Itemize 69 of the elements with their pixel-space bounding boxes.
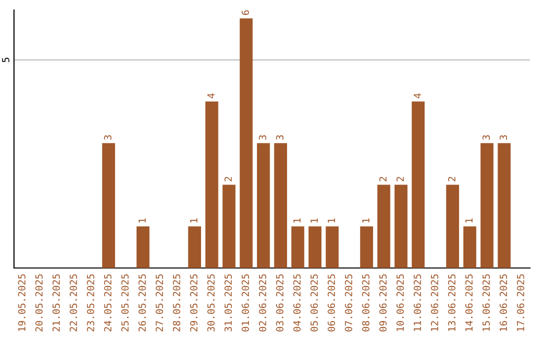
- bar: [205, 102, 218, 268]
- bar: [498, 143, 511, 268]
- bar: [308, 226, 322, 268]
- bar: [274, 143, 288, 268]
- data-label: 1: [310, 218, 318, 222]
- x-tick-label: 24.05.2025: [104, 274, 112, 332]
- x-tick-label: 20.05.2025: [35, 274, 43, 332]
- bar: [394, 184, 408, 268]
- bar: [326, 226, 339, 268]
- x-tick-label: 26.05.2025: [138, 274, 146, 332]
- x-tick-label: 01.06.2025: [242, 274, 250, 332]
- x-tick-label: 08.06.2025: [362, 274, 370, 332]
- bar: [222, 184, 236, 268]
- data-label: 2: [379, 176, 387, 182]
- x-tick-label: 28.05.2025: [172, 274, 180, 332]
- x-tick-label: 05.06.2025: [310, 274, 318, 332]
- data-label: 1: [465, 218, 473, 222]
- y-tick-label: 5: [2, 58, 10, 62]
- x-tick-label: 30.05.2025: [207, 274, 215, 332]
- data-label: 4: [414, 93, 421, 98]
- x-tick-label: 25.05.2025: [121, 274, 129, 332]
- x-tick-label: 03.06.2025: [276, 274, 284, 332]
- data-label: 3: [104, 135, 112, 140]
- data-label: 4: [207, 93, 215, 98]
- bar: [480, 143, 494, 268]
- bar: [377, 184, 390, 268]
- bar: [360, 226, 374, 268]
- x-tick-label: 07.06.2025: [344, 274, 352, 332]
- x-tick-label: 15.06.2025: [482, 274, 490, 331]
- bar: [102, 143, 116, 268]
- bar: [256, 143, 270, 268]
- data-label: 3: [500, 135, 508, 140]
- x-tick-label: 21.05.2025: [52, 274, 60, 332]
- data-label: 1: [293, 218, 301, 222]
- x-tick-label: 13.06.2025: [448, 274, 456, 331]
- data-label: 1: [328, 218, 335, 222]
- x-tick-label: 04.06.2025: [293, 274, 301, 332]
- x-tick-label: 17.06.2025: [516, 274, 524, 331]
- bar: [463, 226, 476, 268]
- x-tick-label: 19.05.2025: [18, 274, 26, 331]
- x-tick-label: 31.05.2025: [224, 274, 232, 332]
- x-tick-label: 14.06.2025: [465, 274, 473, 331]
- data-label: 3: [276, 135, 284, 140]
- data-label: 2: [396, 176, 404, 182]
- data-label: 1: [190, 218, 198, 222]
- x-tick-label: 12.06.2025: [430, 274, 438, 331]
- data-label: 3: [482, 135, 490, 140]
- bar: [446, 184, 460, 268]
- data-label: 2: [448, 176, 456, 182]
- x-tick-label: 27.05.2025: [156, 274, 164, 332]
- x-tick-label: 06.06.2025: [328, 274, 336, 332]
- bar: [240, 18, 253, 268]
- data-label: 3: [258, 135, 266, 140]
- x-tick-label: 11.06.2025: [414, 274, 422, 331]
- x-tick-label: 02.06.2025: [258, 274, 266, 332]
- bar: [188, 226, 202, 268]
- bar: [136, 226, 150, 268]
- x-tick-label: 22.05.2025: [70, 274, 78, 332]
- x-tick-label: 09.06.2025: [379, 274, 387, 332]
- x-tick-label: 29.05.2025: [190, 274, 198, 332]
- data-label: 1: [138, 218, 146, 222]
- bar: [291, 226, 304, 268]
- data-label: 6: [242, 10, 250, 15]
- x-tick-label: 10.06.2025: [396, 274, 404, 331]
- x-tick-label: 16.06.2025: [500, 274, 508, 331]
- bar: [412, 102, 425, 268]
- data-label: 2: [224, 176, 232, 182]
- data-label: 1: [362, 218, 370, 222]
- x-tick-label: 23.05.2025: [86, 274, 94, 332]
